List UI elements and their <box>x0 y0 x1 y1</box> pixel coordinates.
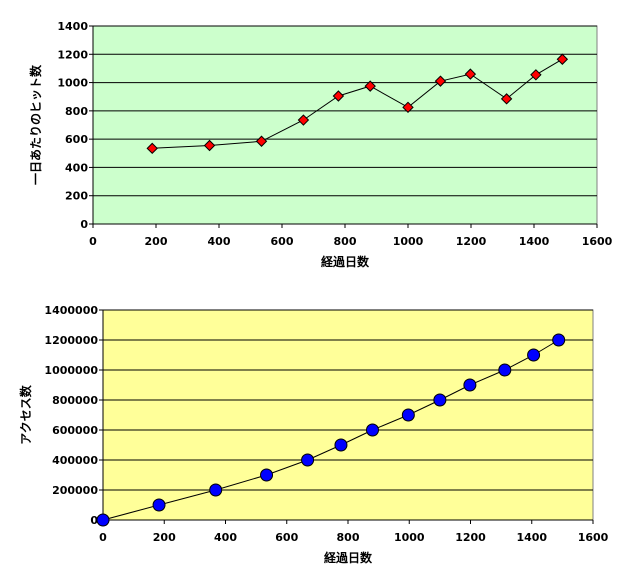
plot-area <box>92 25 598 225</box>
y-tick-label: 600 <box>65 133 88 146</box>
y-tick-label: 1000 <box>57 77 88 90</box>
data-point <box>301 453 315 467</box>
data-point <box>260 468 274 482</box>
data-point <box>464 68 477 80</box>
x-tick-label: 0 <box>89 235 97 248</box>
x-tick-label: 600 <box>275 531 298 544</box>
y-tick-label: 800 <box>65 105 88 118</box>
chart-1: 0 200 400 600 800 1000 1200 1400 0 200 400 600 800 10… <box>28 20 613 269</box>
x-tick-label: 800 <box>337 531 360 544</box>
data-point <box>527 348 541 362</box>
x-tick-label: 1200 <box>455 531 486 544</box>
y-tick-label: 0 <box>90 514 98 527</box>
x-axis-label: 経過日数 <box>321 254 370 269</box>
y-axis-label: アクセス数 <box>18 384 33 444</box>
y-tick-label: 1000000 <box>44 364 98 377</box>
y-tick-label: 200 <box>65 190 88 203</box>
x-tick-label: 1200 <box>456 235 487 248</box>
chart-2: 0 200000 400000 600000 800000 1000000 1200000 1… <box>18 304 609 565</box>
y-tick-label: 1400000 <box>44 304 98 317</box>
x-tick-label: 400 <box>214 531 237 544</box>
y-tick-label: 600000 <box>52 424 98 437</box>
data-point <box>297 114 310 126</box>
data-point <box>433 393 447 407</box>
y-tick-label: 800000 <box>52 394 98 407</box>
y-axis-label: 一日あたりのヒット数 <box>28 64 43 185</box>
series-line <box>152 58 563 149</box>
data-point <box>366 423 379 437</box>
data-point <box>334 438 348 452</box>
data-point <box>498 363 512 377</box>
x-tick-label: 200 <box>153 531 176 544</box>
y-tick-label: 200000 <box>52 484 98 497</box>
y-tick-label: 1200000 <box>44 334 98 347</box>
data-point <box>463 378 477 392</box>
data-point <box>530 69 542 81</box>
x-tick-label: 200 <box>145 235 168 248</box>
x-tick-label: 400 <box>208 235 231 248</box>
x-tick-label: 600 <box>271 235 294 248</box>
data-point <box>96 513 110 527</box>
data-point <box>402 101 414 114</box>
data-point <box>552 333 566 347</box>
data-point <box>209 483 223 497</box>
data-point <box>332 90 345 102</box>
y-tick-label: 1200 <box>57 48 88 61</box>
y-tick-label: 1400 <box>57 20 88 33</box>
x-tick-label: 1000 <box>394 531 425 544</box>
x-tick-label: 1400 <box>516 531 547 544</box>
y-tick-label: 0 <box>80 218 88 231</box>
data-point <box>556 53 569 65</box>
data-point <box>401 408 415 422</box>
x-tick-label: 0 <box>99 531 107 544</box>
data-point <box>203 139 216 152</box>
x-tick-label: 1400 <box>519 235 550 248</box>
data-point <box>152 498 166 512</box>
data-point <box>255 135 268 147</box>
x-tick-label: 800 <box>334 235 357 248</box>
x-tick-label: 1600 <box>582 235 613 248</box>
x-tick-label: 1000 <box>393 235 424 248</box>
x-axis-label: 経過日数 <box>324 550 373 565</box>
x-tick-label: 1600 <box>578 531 609 544</box>
y-tick-label: 400000 <box>52 454 98 467</box>
data-point <box>500 93 513 105</box>
y-tick-label: 400 <box>65 161 88 174</box>
data-point <box>146 142 158 155</box>
plot-area <box>102 309 594 521</box>
data-point <box>434 75 447 87</box>
data-point <box>364 80 376 92</box>
